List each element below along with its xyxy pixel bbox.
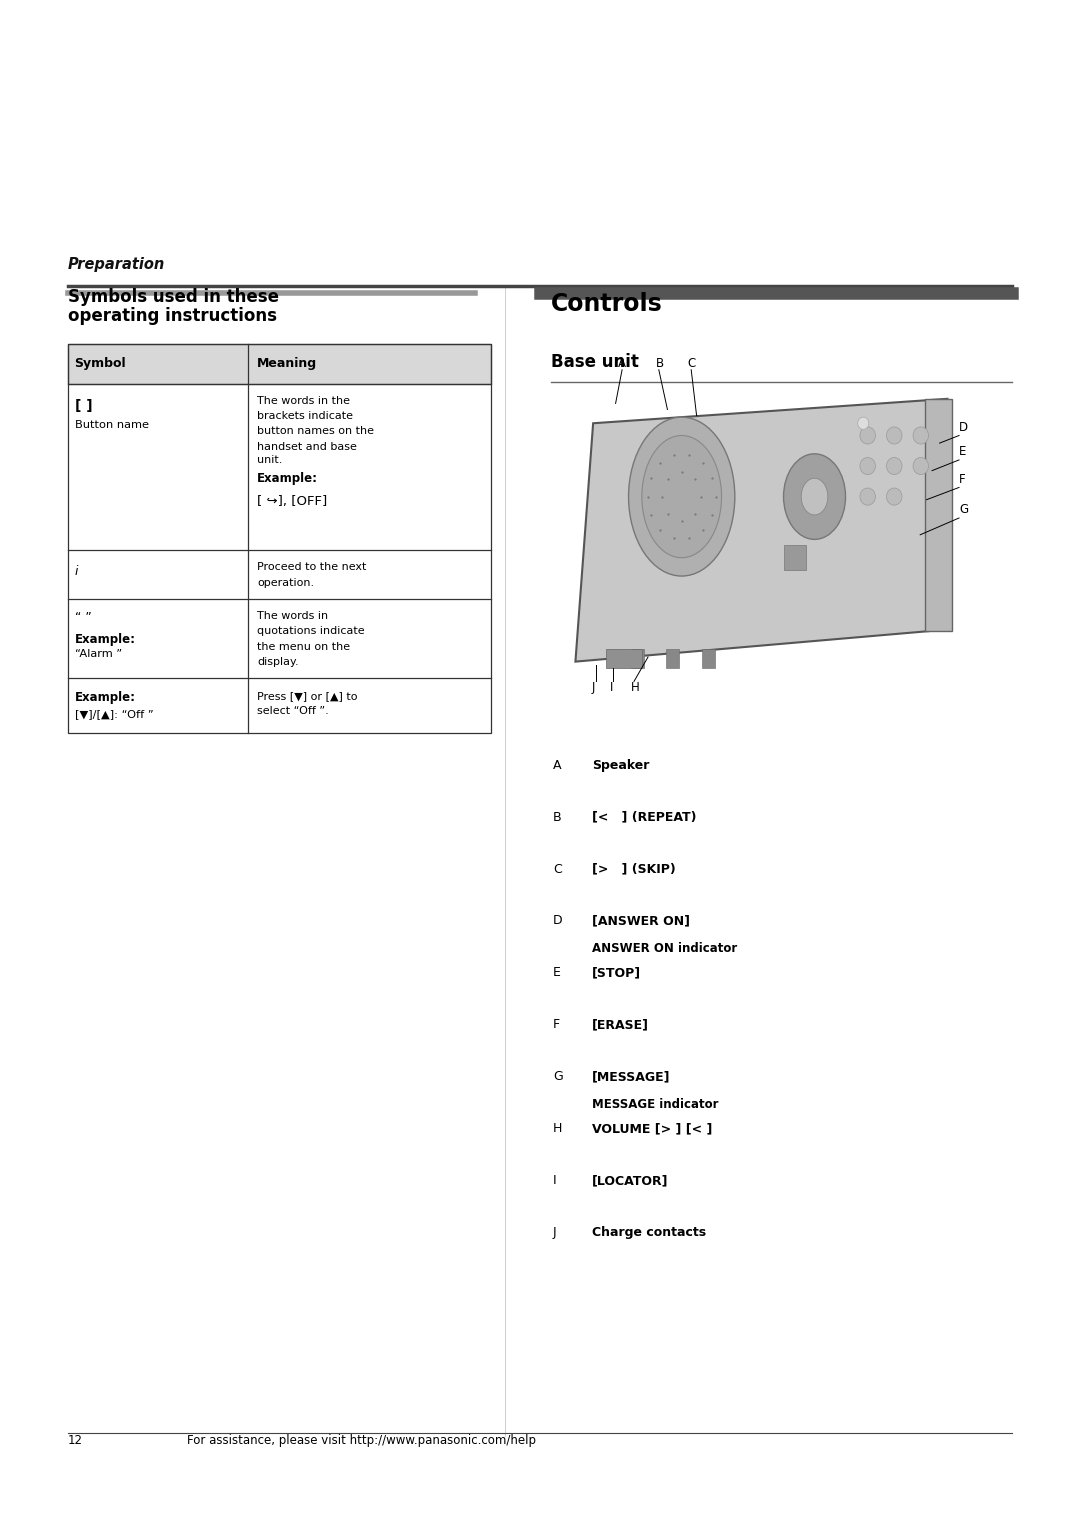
Text: unit.: unit. — [257, 455, 282, 466]
Ellipse shape — [860, 457, 876, 475]
Text: [ ↪], [OFF]: [ ↪], [OFF] — [257, 495, 327, 509]
Text: Example:: Example: — [257, 472, 318, 486]
Text: Example:: Example: — [75, 633, 135, 646]
Text: F: F — [959, 472, 966, 486]
Text: Charge contacts: Charge contacts — [592, 1225, 706, 1239]
Text: the menu on the: the menu on the — [257, 642, 350, 652]
Polygon shape — [576, 399, 947, 662]
Bar — [607, 649, 642, 668]
Text: MESSAGE indicator: MESSAGE indicator — [592, 1097, 718, 1111]
Text: The words in the: The words in the — [257, 396, 350, 406]
Ellipse shape — [642, 435, 721, 558]
Text: Speaker: Speaker — [592, 758, 649, 772]
Text: “Alarm ”: “Alarm ” — [75, 649, 122, 660]
Text: C: C — [687, 356, 696, 370]
Ellipse shape — [629, 417, 734, 576]
Text: “ ”: “ ” — [75, 611, 92, 625]
Text: [ANSWER ON]: [ANSWER ON] — [592, 914, 690, 927]
Text: A: A — [553, 758, 562, 772]
Text: handset and base: handset and base — [257, 442, 356, 452]
Text: brackets indicate: brackets indicate — [257, 411, 353, 422]
Bar — [631, 649, 644, 668]
Text: 12: 12 — [68, 1433, 83, 1447]
Ellipse shape — [801, 478, 828, 515]
Ellipse shape — [887, 426, 902, 445]
Text: D: D — [553, 914, 563, 927]
Text: Button name: Button name — [75, 420, 149, 431]
Text: Controls: Controls — [551, 292, 662, 316]
Ellipse shape — [858, 417, 868, 429]
Text: button names on the: button names on the — [257, 426, 374, 437]
Text: J: J — [553, 1225, 556, 1239]
Text: G: G — [959, 503, 968, 516]
Text: Press [▼] or [▲] to: Press [▼] or [▲] to — [257, 691, 357, 701]
Text: operating instructions: operating instructions — [68, 307, 278, 325]
Text: C: C — [553, 862, 562, 876]
Text: display.: display. — [257, 657, 299, 668]
Ellipse shape — [913, 457, 929, 475]
Text: I: I — [553, 1174, 556, 1187]
Text: F: F — [553, 1018, 561, 1031]
Bar — [926, 399, 951, 631]
Text: The words in: The words in — [257, 611, 328, 622]
Text: Example:: Example: — [75, 691, 135, 704]
Ellipse shape — [860, 426, 876, 445]
Bar — [784, 545, 806, 570]
Text: H: H — [553, 1122, 563, 1135]
Text: Base unit: Base unit — [551, 353, 638, 371]
Text: [▼]/[▲]: “Off ”: [▼]/[▲]: “Off ” — [75, 709, 153, 720]
Ellipse shape — [860, 487, 876, 506]
Text: i: i — [75, 565, 78, 579]
Text: Symbols used in these: Symbols used in these — [68, 287, 279, 306]
Text: B: B — [553, 810, 562, 824]
Text: H: H — [631, 681, 639, 695]
Text: I: I — [610, 681, 613, 695]
Text: D: D — [959, 420, 968, 434]
Text: quotations indicate: quotations indicate — [257, 626, 365, 637]
Text: [<   ] (REPEAT): [< ] (REPEAT) — [592, 810, 697, 824]
Text: E: E — [959, 445, 967, 458]
Text: Meaning: Meaning — [257, 358, 318, 370]
Text: For assistance, please visit http://www.panasonic.com/help: For assistance, please visit http://www.… — [187, 1433, 536, 1447]
Text: E: E — [553, 966, 561, 979]
Text: Symbol: Symbol — [75, 358, 126, 370]
Text: ANSWER ON indicator: ANSWER ON indicator — [592, 941, 737, 955]
Ellipse shape — [913, 426, 929, 445]
Text: [ ]: [ ] — [75, 399, 92, 413]
Ellipse shape — [784, 454, 846, 539]
Text: VOLUME [> ] [< ]: VOLUME [> ] [< ] — [592, 1122, 712, 1135]
Text: J: J — [592, 681, 595, 695]
Text: operation.: operation. — [257, 578, 314, 588]
Text: [>   ] (SKIP): [> ] (SKIP) — [592, 862, 676, 876]
Text: [STOP]: [STOP] — [592, 966, 640, 979]
Text: Proceed to the next: Proceed to the next — [257, 562, 366, 573]
Text: [ERASE]: [ERASE] — [592, 1018, 649, 1031]
Bar — [666, 649, 679, 668]
Text: Preparation: Preparation — [68, 257, 165, 272]
Text: [LOCATOR]: [LOCATOR] — [592, 1174, 669, 1187]
Text: [MESSAGE]: [MESSAGE] — [592, 1070, 671, 1083]
Text: G: G — [553, 1070, 563, 1083]
Text: B: B — [656, 356, 664, 370]
Ellipse shape — [887, 487, 902, 506]
Bar — [702, 649, 715, 668]
Ellipse shape — [887, 457, 902, 475]
Text: select “Off ”.: select “Off ”. — [257, 706, 328, 717]
Text: A: A — [618, 356, 625, 370]
